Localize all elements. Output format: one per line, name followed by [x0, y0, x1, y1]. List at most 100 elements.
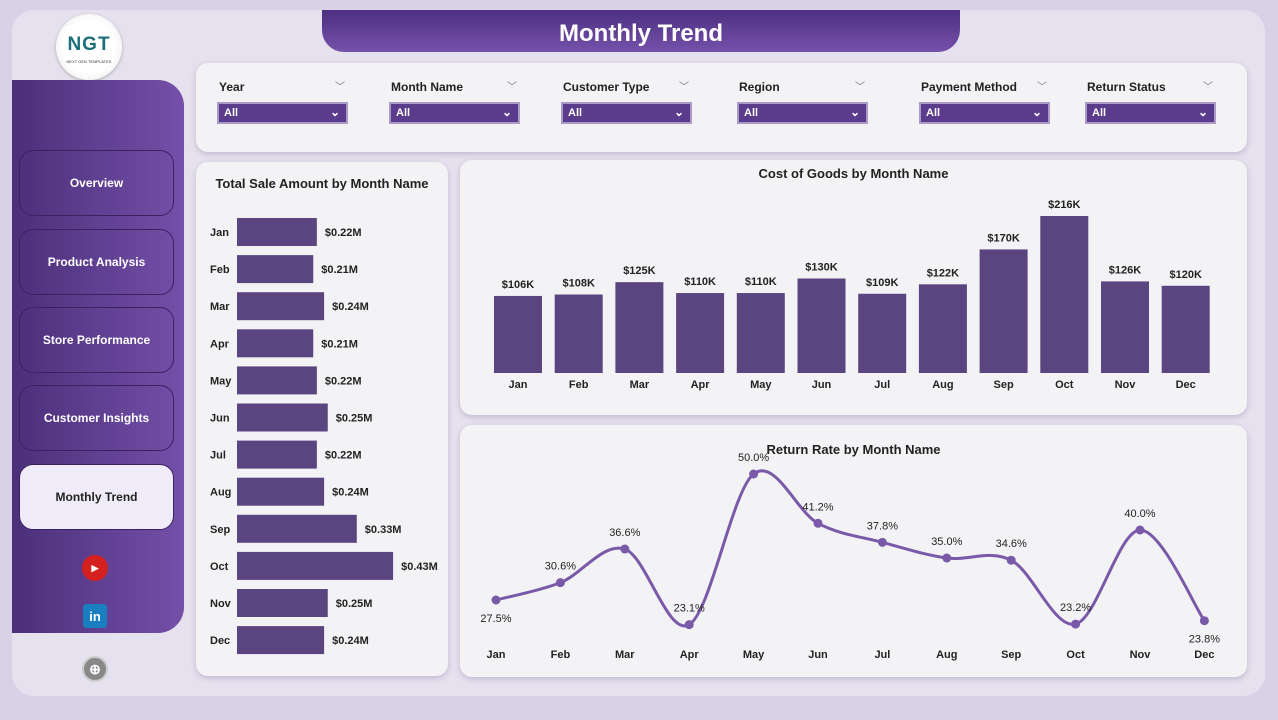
category-label: Jan: [487, 649, 506, 661]
return-rate-line-chart: 27.5% Jan 30.6% Feb 36.6% Mar 23.1% Apr 50.0% May…: [480, 452, 1220, 661]
filter-return-status-dropdown[interactable]: All ⌄: [1085, 102, 1216, 124]
bar[interactable]: [1101, 281, 1149, 373]
data-point[interactable]: [620, 544, 630, 554]
youtube-icon[interactable]: ▶: [82, 555, 108, 581]
bar[interactable]: [237, 514, 357, 543]
series-line: [495, 469, 1206, 628]
data-point[interactable]: [749, 469, 759, 479]
nav-item-customer-insights[interactable]: Customer Insights: [19, 385, 174, 451]
chevron-down-icon: ⌄: [849, 105, 860, 119]
nav-item-label: Product Analysis: [47, 255, 146, 269]
data-point[interactable]: [877, 537, 887, 547]
filter-customer-type-dropdown[interactable]: All ⌄: [561, 102, 692, 124]
chevron-down-icon: ⌄: [673, 105, 684, 119]
filter-year-dropdown[interactable]: All ⌄: [217, 102, 348, 124]
bar[interactable]: [494, 295, 542, 373]
bar[interactable]: [237, 366, 317, 395]
category-label: Aug: [932, 379, 953, 391]
chevron-down-icon[interactable]: ﹀: [507, 82, 517, 93]
sales-chart-panel: Total Sale Amount by Month Name Jan $0.22…: [196, 162, 448, 676]
bar[interactable]: [676, 293, 725, 373]
data-label: $0.25M: [336, 413, 373, 425]
category-label: Nov: [1115, 379, 1137, 391]
bar[interactable]: [979, 249, 1028, 373]
bar[interactable]: [237, 255, 314, 284]
bar[interactable]: [237, 329, 314, 358]
nav-item-store-performance[interactable]: Store Performance: [19, 307, 174, 373]
data-label: $120K: [1169, 269, 1201, 281]
bar[interactable]: [1161, 285, 1210, 373]
bar[interactable]: [1040, 216, 1089, 373]
bar[interactable]: [858, 293, 907, 373]
filter-label-region: Region: [739, 80, 780, 94]
data-label: $125K: [623, 265, 655, 277]
category-label: Dec: [210, 635, 230, 647]
bar[interactable]: [554, 294, 603, 374]
data-point[interactable]: [684, 620, 694, 630]
data-point[interactable]: [1199, 616, 1209, 626]
data-label: $170K: [987, 232, 1019, 244]
category-label: May: [743, 649, 765, 661]
data-point[interactable]: [555, 578, 565, 588]
bar[interactable]: [918, 284, 967, 373]
data-point[interactable]: [813, 518, 823, 528]
data-label: $0.24M: [332, 487, 369, 499]
category-label: Apr: [680, 649, 700, 661]
data-label: $0.33M: [365, 524, 402, 536]
bar[interactable]: [797, 278, 846, 373]
data-label: $109K: [866, 277, 898, 289]
data-label: $216K: [1048, 199, 1080, 211]
category-label: Jun: [812, 379, 832, 391]
category-label: Apr: [691, 379, 711, 391]
data-label: $0.22M: [325, 375, 362, 387]
data-label: 23.1%: [674, 603, 705, 615]
data-point[interactable]: [942, 553, 952, 563]
bar[interactable]: [237, 626, 325, 655]
category-label: Nov: [1130, 649, 1152, 661]
bar[interactable]: [615, 282, 664, 373]
bar[interactable]: [237, 589, 328, 617]
chevron-down-icon[interactable]: ﹀: [855, 82, 865, 93]
data-label: 34.6%: [996, 538, 1027, 550]
chevron-down-icon[interactable]: ﹀: [679, 82, 689, 93]
data-point[interactable]: [1071, 619, 1081, 629]
sales-bar-chart: Jan $0.22M Feb $0.21M Mar $0.24M Apr $0.21M May $…: [210, 218, 438, 655]
category-label: Aug: [210, 487, 231, 499]
nav-item-label: Monthly Trend: [55, 490, 138, 504]
data-label: $106K: [502, 279, 534, 291]
data-point[interactable]: [491, 595, 501, 605]
data-point[interactable]: [1135, 525, 1145, 535]
data-label: 36.6%: [609, 527, 640, 539]
chart-title: Total Sale Amount by Month Name: [215, 176, 429, 191]
linkedin-icon[interactable]: in: [83, 604, 107, 628]
data-label: $122K: [927, 267, 959, 279]
filter-month-name-dropdown[interactable]: All ⌄: [389, 102, 520, 124]
filter-payment-method-dropdown[interactable]: All ⌄: [919, 102, 1050, 124]
nav-item-overview[interactable]: Overview: [19, 150, 174, 216]
chevron-down-icon[interactable]: ﹀: [1203, 82, 1213, 93]
nav-item-monthly-trend[interactable]: Monthly Trend: [19, 464, 174, 530]
bar[interactable]: [736, 293, 785, 373]
bar[interactable]: [237, 403, 328, 432]
bar[interactable]: [237, 551, 394, 580]
bar[interactable]: [237, 292, 325, 321]
data-label: 35.0%: [931, 536, 962, 548]
chevron-down-icon[interactable]: ﹀: [335, 82, 345, 93]
chevron-down-icon[interactable]: ﹀: [1037, 82, 1047, 93]
data-point[interactable]: [1006, 555, 1016, 565]
filter-region-dropdown[interactable]: All ⌄: [737, 102, 868, 124]
nav-item-product-analysis[interactable]: Product Analysis: [19, 229, 174, 295]
category-label: Dec: [1176, 379, 1196, 391]
data-label: $110K: [684, 276, 716, 288]
sidebar-nav: [12, 80, 184, 633]
category-label: Jun: [808, 649, 828, 661]
bar[interactable]: [237, 440, 317, 469]
globe-icon[interactable]: ⊕: [82, 656, 108, 682]
category-label: Sep: [1001, 649, 1021, 661]
bar[interactable]: [237, 477, 325, 506]
cogs-chart-panel: Cost of Goods by Month Name $106K Jan $108…: [460, 160, 1247, 415]
chart-title: Return Rate by Month Name: [766, 442, 941, 457]
data-label: $0.24M: [332, 635, 369, 647]
bar[interactable]: [237, 218, 317, 246]
ngt-logo: NGT NEXT GEN TEMPLATES: [56, 14, 122, 80]
